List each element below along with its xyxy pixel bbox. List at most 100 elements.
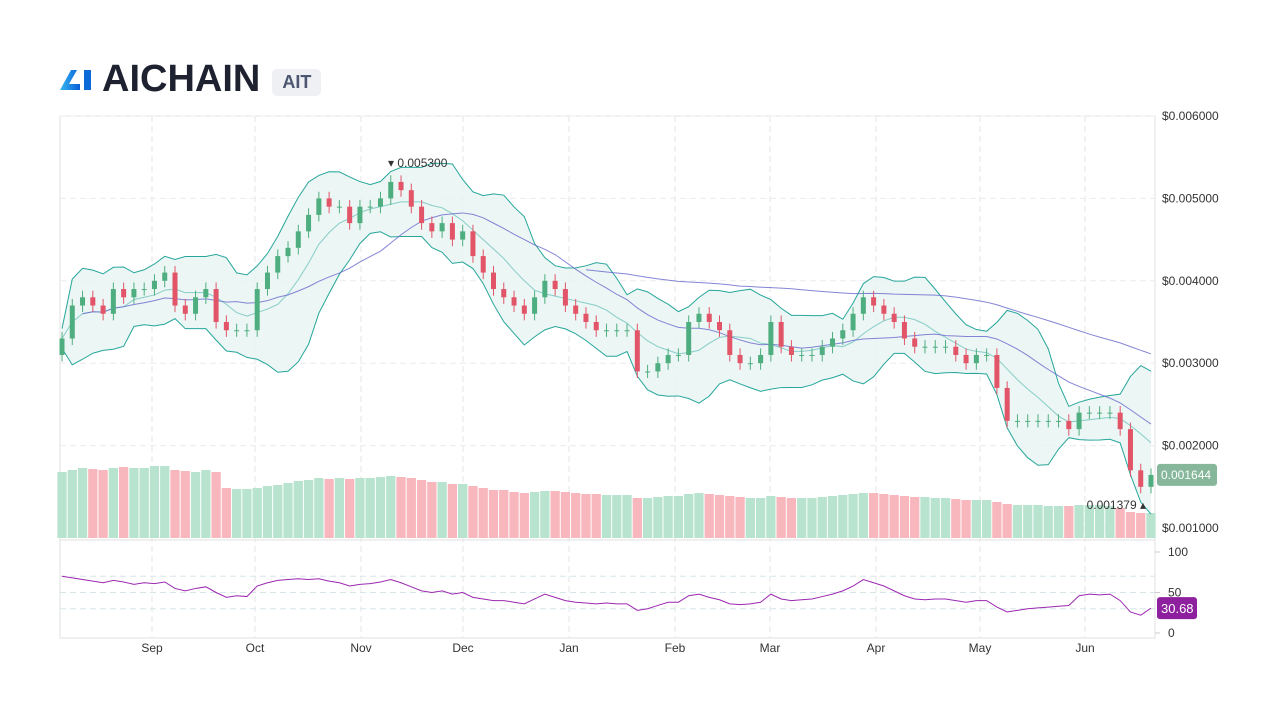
candle[interactable] — [604, 323, 609, 337]
candle[interactable] — [121, 282, 127, 304]
candle[interactable] — [1138, 463, 1144, 494]
candle[interactable] — [110, 282, 116, 321]
candle[interactable] — [665, 348, 671, 370]
candle[interactable] — [532, 290, 538, 321]
candle[interactable] — [1076, 406, 1082, 436]
candle[interactable] — [932, 340, 938, 354]
candle[interactable] — [1107, 406, 1113, 420]
candle[interactable] — [151, 274, 157, 296]
candle[interactable] — [860, 290, 866, 321]
candle[interactable] — [624, 323, 630, 337]
candle[interactable] — [162, 265, 168, 288]
candle[interactable] — [573, 298, 579, 321]
candle[interactable] — [131, 282, 137, 304]
candle[interactable] — [408, 183, 414, 214]
candle[interactable] — [922, 340, 928, 354]
candle[interactable] — [840, 323, 846, 346]
candle[interactable] — [727, 323, 733, 362]
candle[interactable] — [973, 348, 979, 370]
candle[interactable] — [819, 340, 825, 362]
candle[interactable] — [172, 265, 178, 313]
candle[interactable] — [891, 307, 897, 329]
candle[interactable] — [912, 331, 918, 354]
candle[interactable] — [347, 200, 353, 230]
candle[interactable] — [398, 175, 404, 197]
candle[interactable] — [264, 265, 270, 296]
candle[interactable] — [80, 290, 86, 313]
candle[interactable] — [69, 298, 75, 346]
candle[interactable] — [1014, 414, 1020, 428]
candle[interactable] — [59, 331, 65, 362]
candle[interactable] — [429, 216, 435, 238]
candle[interactable] — [419, 200, 425, 230]
candle[interactable] — [1086, 406, 1092, 420]
candle[interactable] — [316, 191, 322, 222]
candle[interactable] — [480, 249, 486, 280]
candle[interactable] — [357, 200, 363, 230]
candle[interactable] — [449, 216, 455, 247]
candle[interactable] — [367, 200, 373, 214]
candle[interactable] — [799, 348, 805, 362]
candle[interactable] — [1035, 414, 1041, 428]
candle[interactable] — [213, 282, 219, 329]
candle[interactable] — [1025, 414, 1031, 428]
candle[interactable] — [614, 323, 620, 337]
candle[interactable] — [963, 348, 969, 370]
candle[interactable] — [552, 274, 558, 296]
candle[interactable] — [901, 315, 907, 346]
candle[interactable] — [881, 298, 887, 321]
candle[interactable] — [634, 323, 640, 379]
candle[interactable] — [295, 224, 301, 255]
candle[interactable] — [244, 323, 250, 337]
candle[interactable] — [788, 340, 794, 362]
candle[interactable] — [871, 290, 877, 313]
candle[interactable] — [1066, 414, 1072, 436]
candle[interactable] — [1004, 381, 1010, 428]
candle[interactable] — [984, 348, 990, 362]
candle[interactable] — [737, 348, 743, 370]
candle[interactable] — [1148, 468, 1154, 494]
candle[interactable] — [460, 224, 466, 247]
candle[interactable] — [275, 249, 281, 280]
candle[interactable] — [953, 340, 959, 362]
candle[interactable] — [490, 265, 496, 296]
candle[interactable] — [583, 307, 589, 329]
candle[interactable] — [501, 282, 507, 304]
candle[interactable] — [717, 315, 723, 337]
candle[interactable] — [542, 274, 548, 304]
candle[interactable] — [696, 307, 702, 329]
candle[interactable] — [1127, 422, 1133, 477]
candle[interactable] — [645, 364, 651, 379]
candle[interactable] — [326, 191, 332, 214]
candle[interactable] — [809, 348, 815, 362]
candle[interactable] — [377, 191, 383, 214]
candle[interactable] — [254, 282, 260, 337]
candle[interactable] — [285, 241, 291, 263]
candle[interactable] — [1097, 406, 1103, 420]
candle[interactable] — [521, 298, 527, 321]
candle[interactable] — [223, 315, 229, 337]
candle[interactable] — [1117, 406, 1123, 436]
candle[interactable] — [830, 331, 836, 354]
candle[interactable] — [747, 356, 753, 370]
candle[interactable] — [234, 323, 240, 337]
candle[interactable] — [203, 282, 209, 304]
candle[interactable] — [778, 315, 784, 354]
candle[interactable] — [706, 307, 712, 329]
candle[interactable] — [562, 282, 568, 313]
candle[interactable] — [100, 298, 106, 321]
candle[interactable] — [511, 290, 517, 313]
candle[interactable] — [388, 175, 394, 205]
candle[interactable] — [336, 200, 342, 214]
candle[interactable] — [943, 340, 949, 354]
candle[interactable] — [193, 290, 199, 321]
candle[interactable] — [655, 356, 661, 379]
candle[interactable] — [994, 348, 1000, 395]
candle[interactable] — [768, 315, 774, 362]
candle[interactable] — [182, 298, 188, 321]
candle[interactable] — [470, 224, 476, 263]
candle[interactable] — [1056, 414, 1062, 428]
candle[interactable] — [1045, 414, 1051, 428]
candle[interactable] — [141, 282, 147, 296]
